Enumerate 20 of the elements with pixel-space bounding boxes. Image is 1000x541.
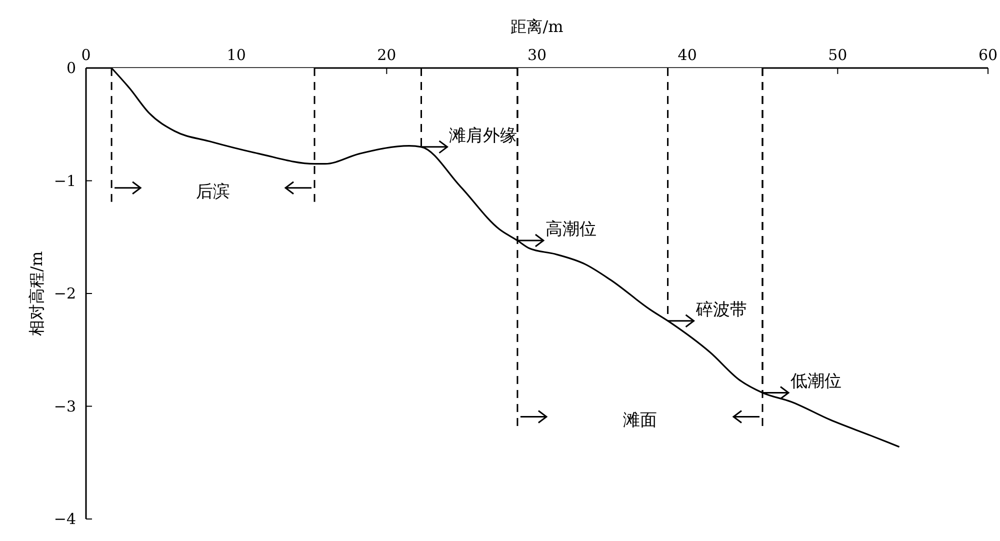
x-tick-label: 40 — [678, 46, 697, 64]
y-axis-title: 相对高程/m — [27, 251, 46, 336]
band-label: 后滨 — [196, 182, 230, 202]
x-tick-label: 20 — [377, 46, 396, 64]
x-axis-title: 距离/m — [510, 17, 564, 36]
y-tick-label: −1 — [54, 172, 76, 190]
y-tick-label: −3 — [54, 397, 76, 416]
x-tick-label: 30 — [527, 46, 547, 64]
x-tick-label: 10 — [226, 46, 246, 64]
x-tick-label: 50 — [828, 46, 848, 64]
x-tick-label: 0 — [81, 46, 91, 64]
ref-line-label: 高潮位 — [545, 220, 596, 240]
x-tick-label: 60 — [978, 46, 998, 64]
ref-line-label: 滩肩外缘 — [449, 126, 518, 146]
y-tick-label: 0 — [66, 59, 76, 77]
y-tick-label: −4 — [54, 510, 76, 528]
ref-line-label: 碎波带 — [694, 300, 747, 320]
y-tick-label: −2 — [54, 284, 76, 302]
band-label: 滩面 — [622, 410, 657, 431]
ref-line-label: 低潮位 — [790, 372, 842, 392]
